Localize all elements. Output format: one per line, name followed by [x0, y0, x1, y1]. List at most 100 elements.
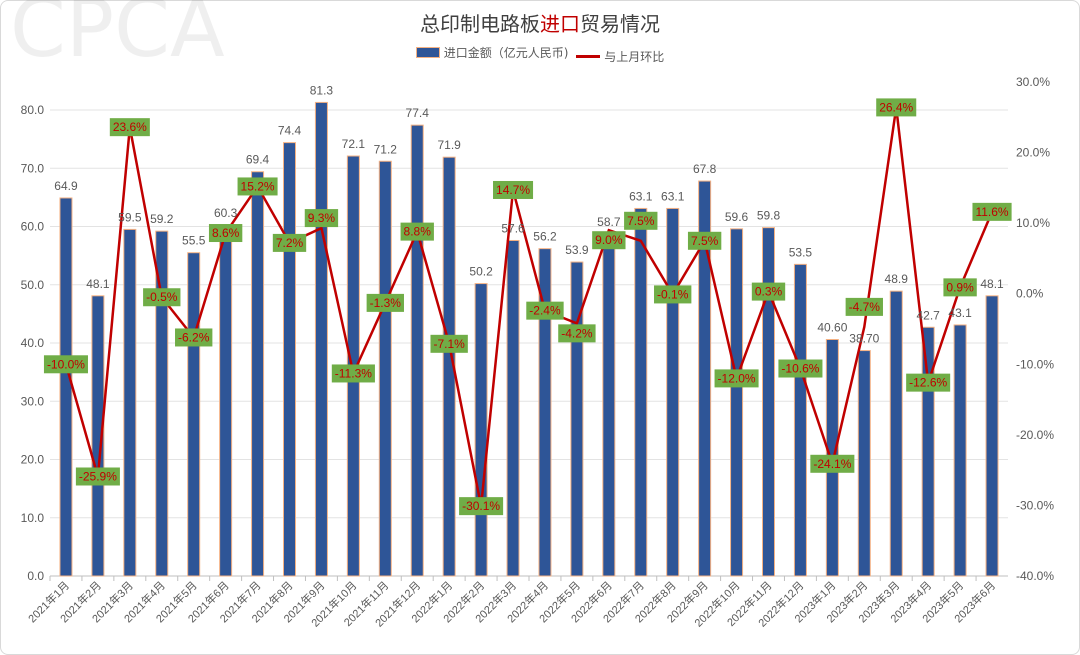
legend-swatch-line	[576, 55, 601, 58]
bar	[666, 207, 680, 577]
legend-swatch-bar	[415, 47, 440, 58]
line-label-box	[430, 334, 468, 353]
bar	[730, 228, 744, 577]
bar-data-label: 72.1	[342, 137, 366, 151]
line-label-box	[272, 233, 307, 252]
bar-data-label: 58.7	[597, 215, 621, 229]
line-label-box	[751, 282, 786, 301]
bar-data-label: 40.60	[817, 321, 847, 335]
bar-data-label: 63.1	[629, 189, 653, 203]
line-data-label: 11.6%	[975, 205, 1008, 219]
title-part-highlight: 进口	[540, 12, 580, 36]
bar-data-label: 57.6	[501, 221, 525, 235]
bar-data-label: 63.1	[661, 189, 685, 203]
bar	[857, 350, 871, 577]
line-label-box	[876, 98, 917, 117]
line-label-box	[493, 180, 534, 199]
bar-data-label: 42.7	[916, 308, 940, 322]
y-right-tick-label: -30.0%	[1016, 498, 1054, 512]
line-data-label: -7.1%	[433, 337, 465, 351]
line-data-label: 7.2%	[276, 236, 304, 250]
line-label-box	[237, 177, 278, 196]
legend: 进口金额（亿元人民币) 与上月环比	[0, 44, 1080, 65]
bar-data-label: 71.9	[437, 138, 461, 152]
legend-item-bar[interactable]: 进口金额（亿元人民币)	[415, 44, 569, 61]
bar-data-label: 48.9	[885, 272, 909, 286]
bar-data-label: 43.1	[948, 306, 972, 320]
line-data-label: -1.3%	[370, 296, 402, 310]
bar-data-label: 53.9	[565, 243, 589, 257]
bar	[410, 124, 424, 577]
bar-data-label: 60.3	[214, 206, 238, 220]
line-label-box	[906, 373, 951, 392]
bar	[219, 224, 233, 577]
bar-data-label: 71.2	[374, 142, 398, 156]
bar-data-label: 59.6	[725, 210, 749, 224]
bar	[378, 160, 392, 577]
bar	[283, 142, 296, 577]
bar-data-label: 53.5	[789, 245, 813, 259]
legend-label: 进口金额（亿元人民币)	[443, 46, 569, 60]
bar	[251, 171, 265, 577]
line-label-box	[810, 454, 855, 473]
line-label-box	[75, 467, 120, 486]
line-data-label: -4.7%	[849, 300, 881, 314]
bar-data-label: 69.4	[246, 153, 270, 167]
y-right-tick-label: 20.0%	[1016, 146, 1050, 160]
bar	[123, 228, 137, 577]
line-label-box	[558, 324, 596, 343]
line-label-box	[845, 297, 883, 316]
bar	[59, 197, 73, 577]
y-right-tick-label: -40.0%	[1016, 569, 1054, 583]
y-right-tick-label: 0.0%	[1016, 287, 1044, 301]
line-data-label: 9.0%	[595, 233, 623, 247]
line-data-label: 26.4%	[879, 100, 913, 114]
title-part: 贸易情况	[580, 12, 660, 36]
bar-data-label: 67.8	[693, 162, 717, 176]
line-label-box	[143, 288, 181, 307]
line-data-label: -6.2%	[178, 330, 210, 344]
bar	[762, 227, 775, 577]
line-data-label: -10.6%	[781, 362, 819, 376]
bar	[506, 239, 520, 577]
line-data-label: -12.0%	[718, 371, 756, 385]
line-data-label: -10.0%	[47, 357, 85, 371]
bar-data-label: 81.3	[310, 83, 334, 97]
line-label-box	[109, 118, 150, 137]
bar-data-label: 38.70	[849, 332, 879, 346]
line-label-box	[778, 359, 823, 378]
y-left-tick-label: 70.0	[21, 161, 45, 175]
line-data-label: 9.3%	[308, 211, 336, 225]
bar	[985, 295, 999, 577]
line-label-box	[654, 285, 692, 304]
line-data-label: 14.7%	[496, 183, 530, 197]
bar	[155, 230, 169, 577]
bar	[634, 207, 648, 577]
y-left-tick-label: 50.0	[21, 278, 45, 292]
bar	[91, 295, 105, 577]
y-right-tick-label: 30.0%	[1016, 75, 1050, 89]
legend-item-line[interactable]: 与上月环比	[576, 48, 664, 65]
bar-data-label: 59.8	[757, 209, 781, 223]
line-data-label: 7.5%	[627, 214, 655, 228]
bar-data-label: 48.1	[980, 277, 1004, 291]
y-right-tick-label: -20.0%	[1016, 428, 1054, 442]
bar-data-label: 74.4	[278, 124, 302, 138]
line-label-box	[972, 202, 1012, 221]
line-label-box	[687, 231, 722, 250]
bar	[602, 233, 616, 577]
y-right-tick-label: -10.0%	[1016, 357, 1054, 371]
line-label-box	[624, 211, 658, 230]
y-left-tick-label: 20.0	[21, 453, 45, 467]
y-left-tick-label: 10.0	[21, 511, 45, 525]
line-label-box	[526, 301, 564, 320]
line-data-label: -30.1%	[462, 499, 500, 513]
title-part: 总印制电路板	[420, 12, 540, 36]
bar	[538, 248, 552, 577]
bar	[314, 101, 328, 577]
bar-data-label: 50.2	[469, 265, 493, 279]
bar-data-label: 59.5	[118, 210, 142, 224]
line-label-box	[304, 209, 339, 228]
line-label-box	[43, 355, 88, 374]
